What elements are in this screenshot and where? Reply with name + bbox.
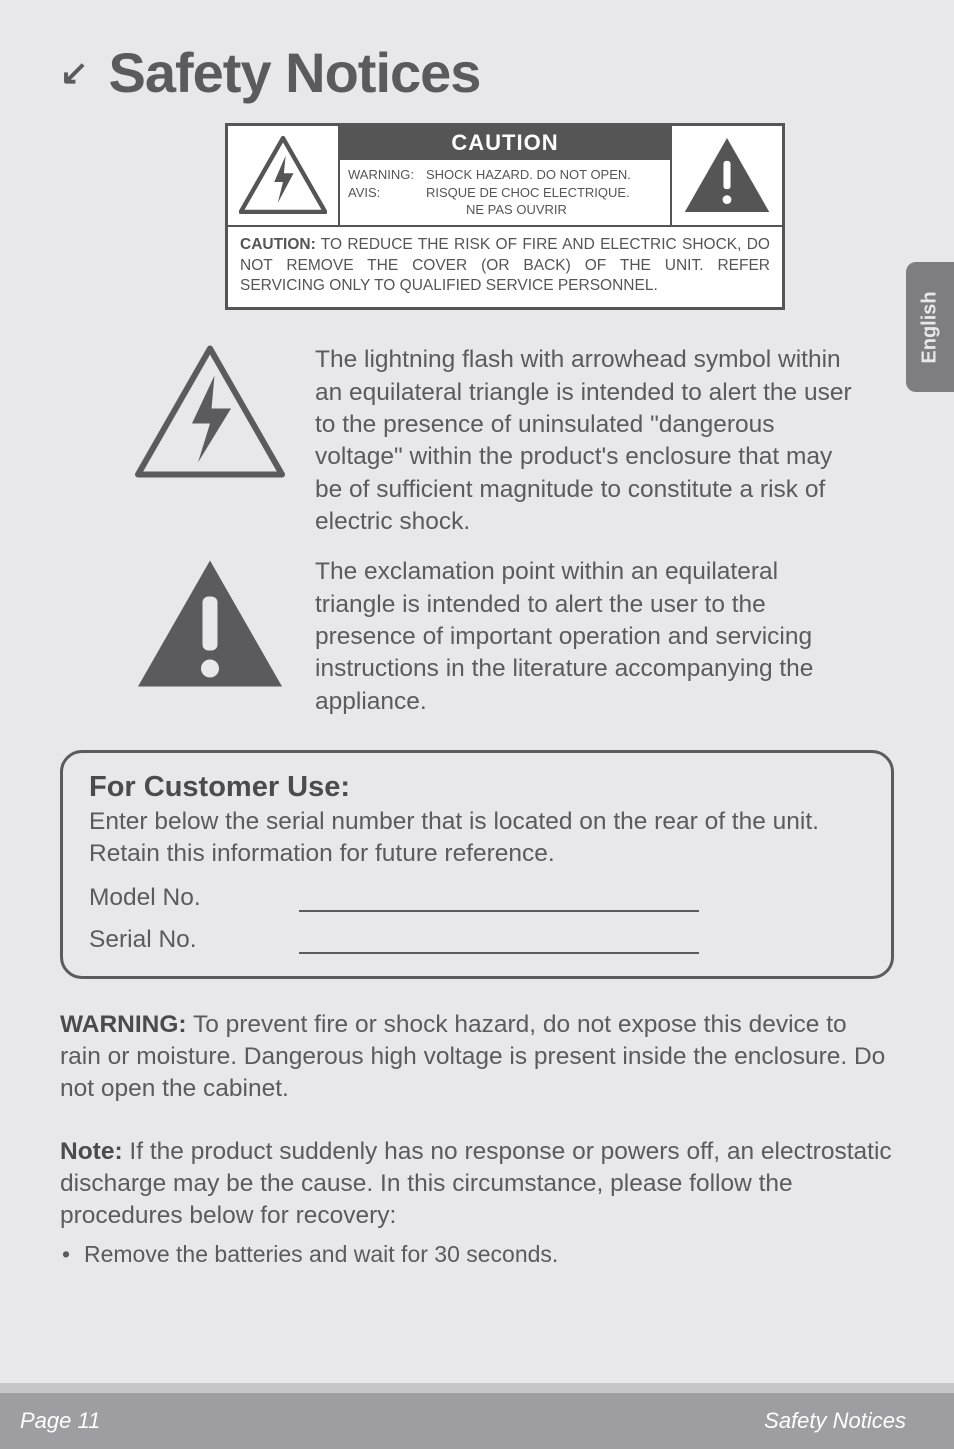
serial-no-label: Serial No. <box>89 926 299 954</box>
caution-banner: CAUTION <box>340 126 670 160</box>
model-no-input-line[interactable] <box>299 886 699 912</box>
page-title-row: ↘ Safety Notices <box>60 40 894 105</box>
warning-paragraph: WARNING: To prevent fire or shock hazard… <box>60 1009 894 1106</box>
page-title: Safety Notices <box>109 40 481 105</box>
language-tab-label: English <box>919 291 942 363</box>
customer-use-box: For Customer Use: Enter below the serial… <box>60 750 894 979</box>
bolt-description: The lightning flash with arrowhead symbo… <box>315 344 894 538</box>
serial-no-input-line[interactable] <box>299 928 699 954</box>
caution-bolt-icon <box>228 126 338 225</box>
page-footer: Page 11 Safety Notices <box>0 1393 954 1449</box>
bolt-triangle-icon <box>135 344 285 484</box>
caution-box: CAUTION WARNING:SHOCK HAZARD. DO NOT OPE… <box>225 123 785 310</box>
caution-lines: WARNING:SHOCK HAZARD. DO NOT OPEN. AVIS:… <box>340 160 670 225</box>
footer-section-title: Safety Notices <box>764 1408 906 1434</box>
title-arrow-icon: ↘ <box>60 53 89 93</box>
customer-use-title: For Customer Use: <box>89 771 865 804</box>
footer-accent-band <box>0 1383 954 1393</box>
exclaim-triangle-icon <box>135 556 285 696</box>
footer-page-number: Page 11 <box>20 1408 100 1434</box>
serial-no-row: Serial No. <box>89 926 865 954</box>
note-paragraph: Note: If the product suddenly has no res… <box>60 1136 894 1233</box>
language-tab[interactable]: English <box>906 262 954 392</box>
caution-bottom-text: CAUTION: TO REDUCE THE RISK OF FIRE AND … <box>228 225 782 308</box>
recovery-bullet: Remove the batteries and wait for 30 sec… <box>60 1241 894 1268</box>
customer-use-subtitle: Enter below the serial number that is lo… <box>89 806 865 870</box>
model-no-label: Model No. <box>89 884 299 912</box>
model-no-row: Model No. <box>89 884 865 912</box>
exclaim-description: The exclamation point within an equilate… <box>315 556 894 718</box>
caution-exclaim-icon <box>672 126 782 225</box>
